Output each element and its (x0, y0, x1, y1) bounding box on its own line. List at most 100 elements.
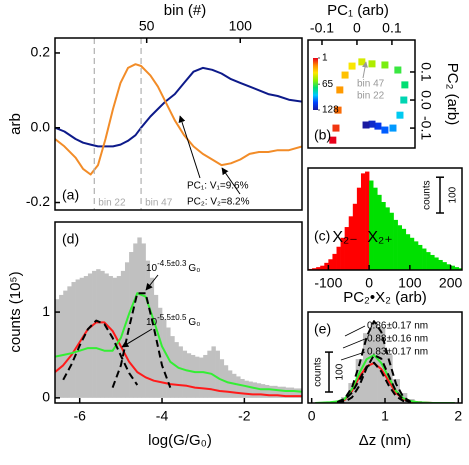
annotation: 0.88±0.16 nm (367, 334, 428, 345)
x-tick-label: -100 (314, 275, 342, 291)
histogram-bar (297, 388, 302, 398)
scatter-point (389, 124, 397, 132)
histogram-bar (133, 243, 138, 398)
panel-label: (c) (314, 228, 330, 244)
y-tick-label: -0.1 (418, 116, 434, 140)
scatter-point (400, 96, 408, 104)
scale-bar-value: 100 (448, 186, 459, 203)
x-axis-label: PC₁ (arb) (327, 2, 389, 19)
panel-label: (e) (314, 321, 331, 337)
histogram-bar (356, 187, 362, 270)
y-axis-label: counts (10⁵) (7, 271, 24, 352)
data-line (337, 354, 412, 403)
x-axis-label: PC₂•X₂ (arb) (343, 289, 427, 306)
annotation: PC₁: V₁=9.6% (187, 181, 249, 192)
histogram-bar (312, 268, 317, 270)
scatter-point (374, 122, 382, 130)
data-line (336, 361, 411, 403)
histogram-bar (248, 381, 253, 398)
histogram-bar (264, 384, 270, 398)
x-axis-label: Δz (nm) (359, 432, 412, 449)
histogram-bar (166, 327, 171, 398)
x-axis-label: log(G/G₀) (148, 432, 212, 449)
histogram-bar (381, 202, 386, 270)
histogram-bar (281, 386, 286, 398)
x-tick-label: 100 (398, 275, 422, 291)
histogram-bar (227, 370, 233, 398)
x-tick-label: 50 (139, 18, 155, 34)
histogram-bar (285, 387, 290, 398)
y-axis-label: PC₂ (arb) (444, 63, 461, 126)
annotation-exponent: -4.5±0.3 (157, 259, 187, 268)
histogram-bar (344, 227, 350, 270)
histogram-bar (393, 219, 398, 270)
y-tick-label: 0.0 (31, 118, 51, 134)
scale-bar-label: counts (422, 180, 433, 209)
histogram-bar (236, 376, 241, 398)
histogram-bar (178, 346, 183, 398)
colorbar-label: 65 (322, 79, 334, 90)
histogram-bar (385, 207, 390, 270)
histogram-bar (348, 216, 354, 270)
scatter-point (358, 58, 366, 66)
histogram-bar (360, 173, 366, 270)
histogram-bar (71, 282, 76, 398)
annotation-arrow (221, 167, 241, 195)
annotation-unit: G₀ (188, 263, 200, 274)
annotation: 10-5.5±0.5 G₀ (146, 313, 200, 328)
histogram-bar (174, 342, 179, 398)
histogram-bar (293, 388, 299, 398)
marker-label: bin 47 (145, 198, 173, 209)
marker-label: bin 47 (357, 79, 385, 90)
x-tick-label: 0 (365, 275, 373, 291)
x-tick-label: 2 (454, 408, 462, 424)
histogram-bar (153, 294, 159, 398)
histogram-bar (438, 259, 443, 270)
x-axis-label: bin (#) (164, 2, 207, 19)
histogram-bar (170, 336, 175, 398)
scale-bar-value: 100 (335, 363, 346, 380)
histogram-bar (426, 252, 431, 270)
histogram-bar (458, 268, 462, 270)
scatter-point (396, 111, 404, 119)
plot-area (308, 171, 462, 270)
histogram-bar (137, 237, 142, 398)
colorbar (313, 58, 318, 110)
histogram-bar (430, 254, 435, 270)
histogram-bar (232, 373, 237, 398)
histogram-bar (340, 237, 345, 270)
plot-area (329, 58, 409, 144)
histogram-bar (355, 359, 364, 403)
scale-bar-label: counts (313, 357, 324, 386)
annotation-arrow (145, 274, 159, 291)
x-tick-label: 0 (308, 408, 316, 424)
annotation-arrow (344, 325, 366, 337)
histogram-bar (352, 203, 358, 270)
histogram-bar (162, 318, 167, 398)
histogram-bar (219, 359, 225, 398)
y-tick-label: 0 (42, 389, 50, 405)
x-tick-label: -4 (156, 408, 169, 424)
histogram-bar (260, 384, 266, 398)
histogram-bar (203, 354, 208, 398)
histogram-bar (124, 262, 130, 398)
y-axis-label: arb (7, 113, 24, 135)
histogram-bar (324, 262, 329, 270)
colorbar-label: 128 (322, 105, 339, 116)
x-tick-label: -2 (238, 408, 251, 424)
histogram-bar (450, 265, 455, 270)
data-line (55, 321, 302, 398)
histogram-bar (244, 380, 249, 398)
region-label: X₂₋ (332, 229, 357, 246)
x-tick-label: 100 (229, 18, 253, 34)
histogram-bar (194, 356, 200, 398)
scatter-point (368, 60, 376, 68)
data-line (336, 320, 412, 403)
histogram-bar (63, 290, 68, 398)
marker-arrow (362, 61, 368, 79)
plot-frame (307, 167, 463, 271)
annotation-arrow (121, 328, 153, 348)
plot-area (55, 237, 302, 398)
histogram-bar (190, 354, 196, 398)
